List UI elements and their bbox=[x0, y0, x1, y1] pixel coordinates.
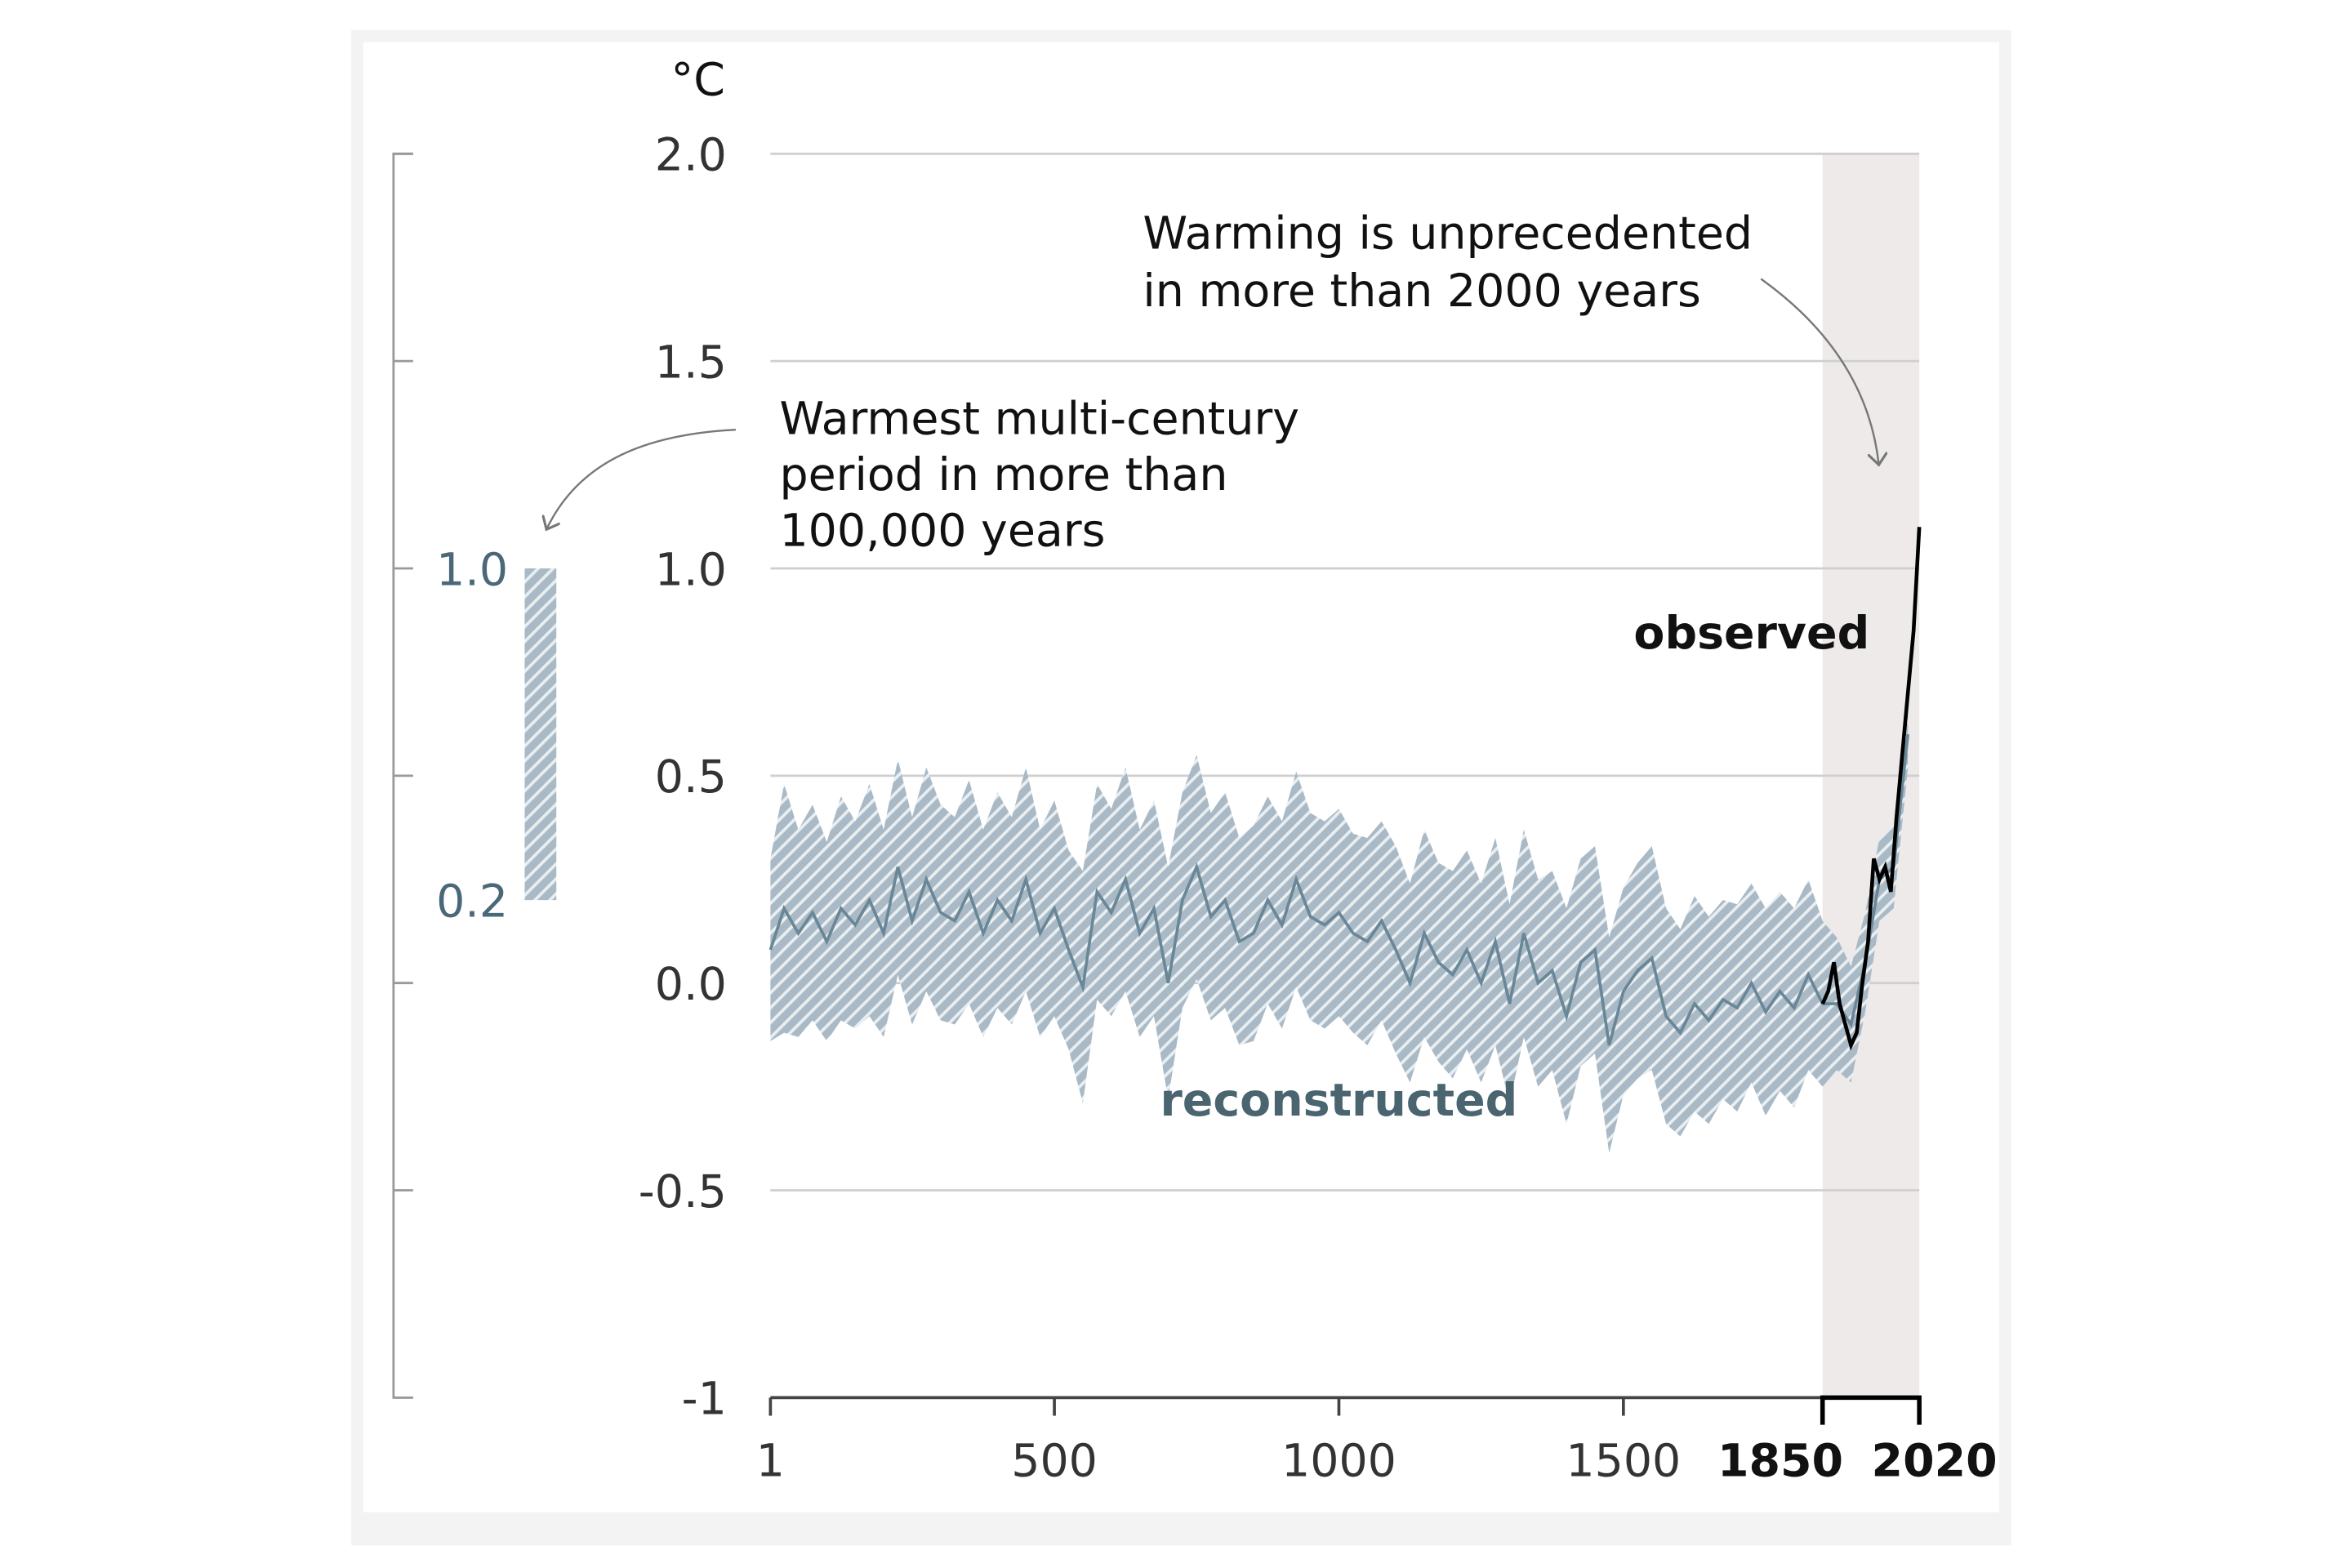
annotation-multi-century: Warmest multi-century period in more tha… bbox=[547, 394, 1299, 557]
series-label-reconstructed: reconstructed bbox=[1160, 1075, 1517, 1127]
y-tick-label: -1 bbox=[682, 1374, 727, 1426]
annotation-arrow bbox=[1760, 278, 1878, 463]
y-tick-label: 2.0 bbox=[655, 130, 727, 182]
x-tick-label-bold: 1850 bbox=[1717, 1435, 1843, 1487]
y-tick-label: 1.0 bbox=[655, 544, 727, 596]
x-tick-label: 500 bbox=[1011, 1435, 1098, 1487]
series-label-observed: observed bbox=[1633, 608, 1869, 660]
annotation-unprecedented: Warming is unprecedented in more than 20… bbox=[1143, 208, 1878, 463]
x-tick-label-bold: 2020 bbox=[1872, 1435, 1998, 1487]
left-scale-label: 0.2 bbox=[436, 875, 508, 928]
y-tick-label: -0.5 bbox=[639, 1166, 727, 1218]
y-tick-label: 0.5 bbox=[655, 751, 727, 804]
x-tick-label: 1000 bbox=[1281, 1435, 1396, 1487]
y-tick-label: 0.0 bbox=[655, 959, 727, 1011]
annotation-line: Warmest multi-century bbox=[779, 394, 1299, 446]
y-unit-label: °C bbox=[671, 54, 725, 106]
annotation-line: period in more than bbox=[779, 449, 1227, 501]
reconstructed-line bbox=[768, 733, 1910, 1046]
left-scale-label: 1.0 bbox=[436, 544, 508, 596]
figure-background bbox=[363, 42, 1999, 1512]
annotation-line: 100,000 years bbox=[779, 505, 1105, 557]
highlight-bracket bbox=[1820, 1395, 1922, 1425]
annotation-arrow bbox=[547, 428, 736, 528]
observed-line bbox=[1820, 527, 1922, 1051]
x-tick-label: 1 bbox=[756, 1435, 785, 1487]
y-tick-label: 1.5 bbox=[655, 336, 727, 389]
annotation-line: in more than 2000 years bbox=[1143, 265, 1700, 318]
reconstructed-uncertainty-band bbox=[770, 701, 1909, 1153]
annotation-line: Warming is unprecedented bbox=[1143, 208, 1753, 261]
x-tick-label: 1500 bbox=[1566, 1435, 1681, 1487]
multi-century-range-bar bbox=[524, 568, 557, 901]
